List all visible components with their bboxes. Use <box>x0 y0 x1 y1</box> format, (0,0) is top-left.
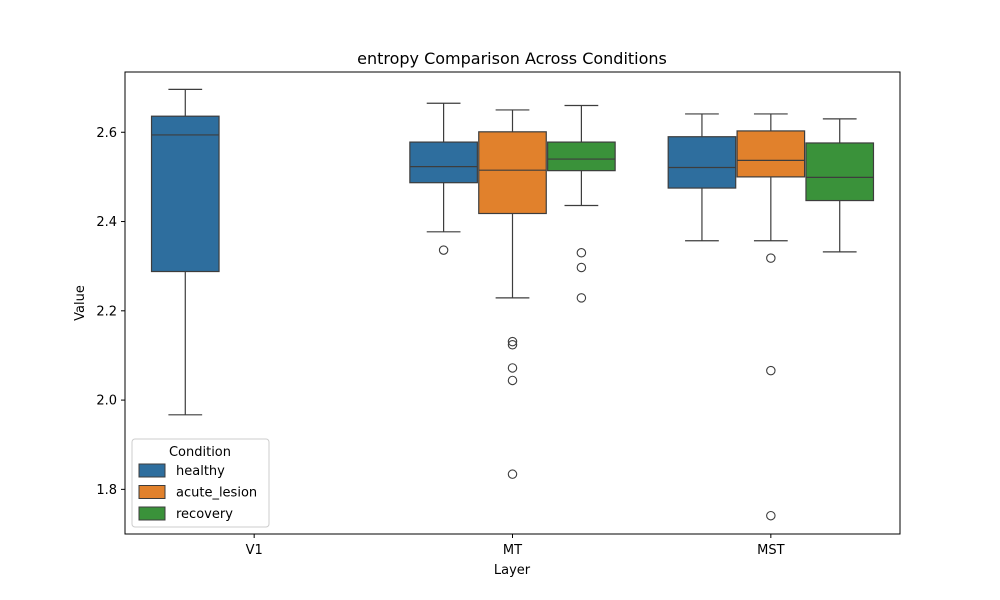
outlier-point <box>766 510 776 521</box>
legend-swatch-recovery <box>138 506 166 521</box>
box-acute_lesion-MST <box>736 113 806 521</box>
legend-label-recovery: recovery <box>176 507 233 522</box>
legend: Condition healthy acute_lesion recovery <box>131 438 270 528</box>
x-tick-label: V1 <box>246 543 263 558</box>
y-axis: 1.8 2.0 2.2 2.4 2.6 <box>96 126 125 498</box>
box-body <box>736 130 806 178</box>
legend-swatch-healthy <box>138 463 166 478</box>
outlier-point <box>507 336 518 347</box>
outlier-point <box>507 339 518 350</box>
box-healthy-MT <box>409 102 478 255</box>
box-body <box>409 141 478 184</box>
legend-frame <box>131 438 270 528</box>
y-tick-label: 2.0 <box>96 394 117 409</box>
y-tick-label: 2.4 <box>96 215 117 230</box>
box-body <box>667 136 737 189</box>
box-body <box>478 131 547 215</box>
box-body <box>150 115 220 273</box>
outlier-point <box>438 245 449 255</box>
outlier-point <box>507 375 518 386</box>
box-body <box>547 141 616 172</box>
outlier-point <box>576 293 587 303</box>
box-acute_lesion-MT <box>478 109 547 479</box>
y-axis-label: Value <box>73 285 88 321</box>
legend-label-acute_lesion: acute_lesion <box>176 486 257 501</box>
x-axis-label: Layer <box>494 563 531 578</box>
x-axis: V1 MT MST <box>246 534 785 558</box>
legend-swatch-acute_lesion <box>138 485 166 499</box>
outlier-point <box>507 363 518 373</box>
outlier-point <box>576 262 587 273</box>
y-tick-label: 1.8 <box>96 483 117 498</box>
legend-label-healthy: healthy <box>176 464 225 479</box>
box-recovery-MT <box>547 104 616 303</box>
y-tick-label: 2.2 <box>96 304 117 319</box>
chart-title: entropy Comparison Across Conditions <box>357 49 667 68</box>
y-tick-label: 2.6 <box>96 126 117 141</box>
box-healthy-V1 <box>150 88 220 416</box>
x-tick-label: MT <box>503 543 522 558</box>
box-recovery-MST <box>805 118 875 253</box>
legend-title: Condition <box>169 445 231 460</box>
outlier-point <box>507 469 518 479</box>
outlier-point <box>576 248 587 258</box>
outlier-point <box>766 253 776 263</box>
outlier-point <box>766 365 776 376</box>
box-body <box>805 142 875 202</box>
plot-layer <box>150 88 875 521</box>
box-healthy-MST <box>667 113 737 242</box>
x-tick-label: MST <box>757 543 784 558</box>
